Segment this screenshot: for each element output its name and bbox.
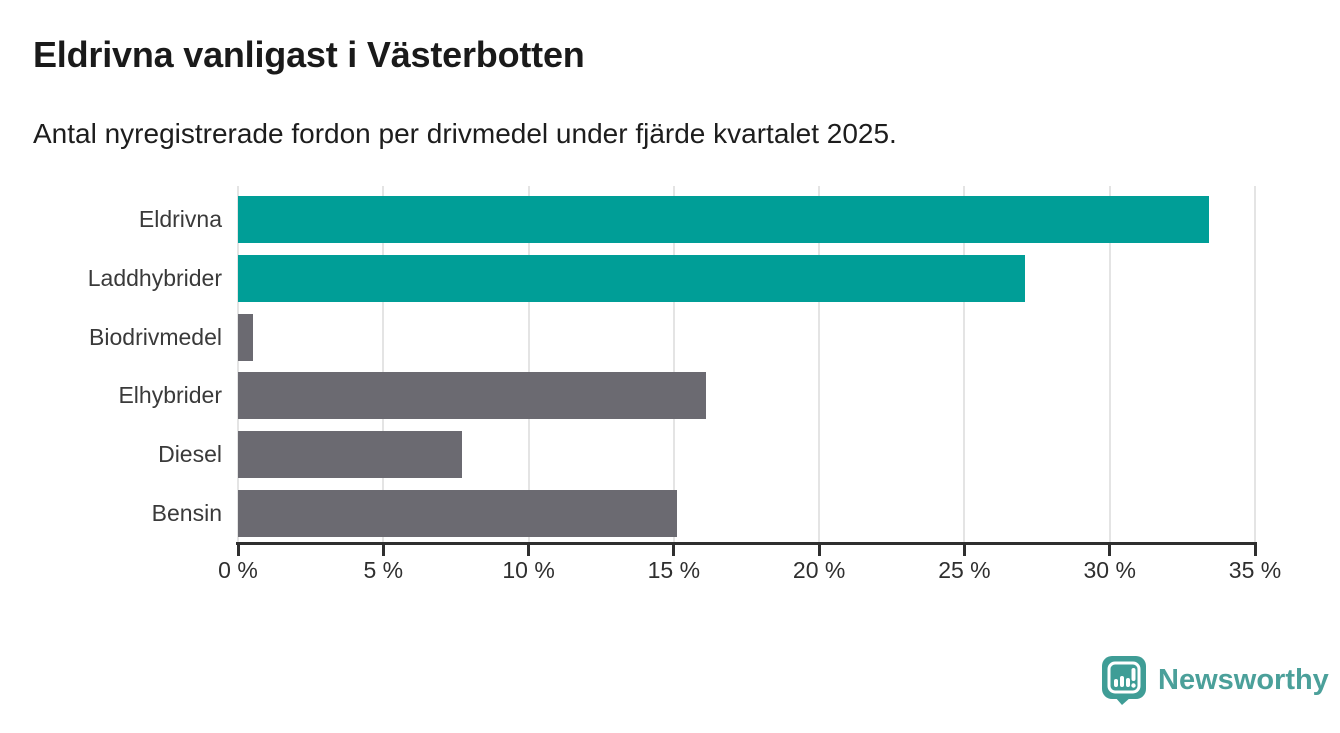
x-axis-tick-label-30: 30 % [1083, 557, 1136, 583]
x-axis-tick-35 [1253, 542, 1257, 556]
x-axis-tick-label-25: 25 % [938, 557, 991, 583]
category-label-laddhybrider: Laddhybrider [87, 264, 222, 291]
gridline-15 [672, 186, 675, 543]
x-axis-tick-20 [817, 542, 821, 556]
bar-eldrivna [238, 195, 1209, 243]
newsworthy-brand-name: Newsworthy [1158, 663, 1329, 696]
gridline-20 [818, 186, 821, 543]
newsworthy-logo: Newsworthy [1101, 655, 1329, 705]
chart-subtitle: Antal nyregistrerade fordon per drivmede… [33, 118, 897, 149]
bar-row-eldrivna [238, 190, 1255, 249]
x-axis-tick-label-35: 35 % [1228, 557, 1282, 583]
x-axis-line [236, 542, 1257, 545]
bar-row-biodrivmedel [238, 308, 1255, 367]
bar-row-diesel [238, 425, 1255, 484]
gridline-30 [1108, 186, 1111, 543]
bar-bensin [238, 490, 677, 538]
plot-area [237, 186, 1256, 543]
category-label-elhybrider: Elhybrider [118, 382, 222, 409]
chart-title: Eldrivna vanligast i Västerbotten [33, 34, 585, 75]
x-axis-tick-label-10: 10 % [502, 557, 555, 583]
gridline-0 [237, 186, 239, 543]
category-label-column: Eldrivna Laddhybrider Biodrivmedel Elhybrid… [0, 190, 222, 543]
bar-diesel [238, 431, 462, 479]
newsworthy-logo-icon [1102, 656, 1146, 705]
bar-biodrivmedel [238, 313, 253, 361]
category-label-eldrivna: Eldrivna [138, 205, 222, 232]
bar-elhybrider [238, 372, 706, 420]
bar-row-bensin [238, 484, 1255, 543]
x-axis-tick-25 [962, 542, 966, 556]
x-axis-tick-10 [527, 542, 531, 556]
x-axis-tick-label-5: 5 % [363, 557, 404, 583]
category-label-bensin: Bensin [151, 500, 222, 527]
x-axis-tick-label-15: 15 % [647, 557, 701, 583]
bar-row-elhybrider [238, 367, 1255, 426]
x-axis-tick-5 [381, 542, 385, 556]
bar-laddhybrider [238, 254, 1026, 302]
category-label-biodrivmedel: Biodrivmedel [89, 323, 222, 350]
x-axis-tick-label-0: 0 % [218, 557, 258, 583]
bar-rows [238, 190, 1255, 543]
x-axis-tick-0 [236, 542, 240, 556]
x-axis: 0 % 5 % 10 % 15 % 20 % 25 % 30 % 35 % [218, 542, 1281, 587]
gridline-35 [1254, 186, 1256, 543]
bar-row-laddhybrider [238, 249, 1255, 308]
x-axis-tick-15 [672, 542, 676, 556]
gridline-10 [527, 186, 530, 543]
gridline-25 [963, 186, 966, 543]
x-axis-tick-30 [1108, 542, 1112, 556]
category-label-diesel: Diesel [158, 441, 222, 468]
x-axis-tick-label-20: 20 % [792, 557, 846, 583]
gridline-5 [382, 186, 385, 543]
